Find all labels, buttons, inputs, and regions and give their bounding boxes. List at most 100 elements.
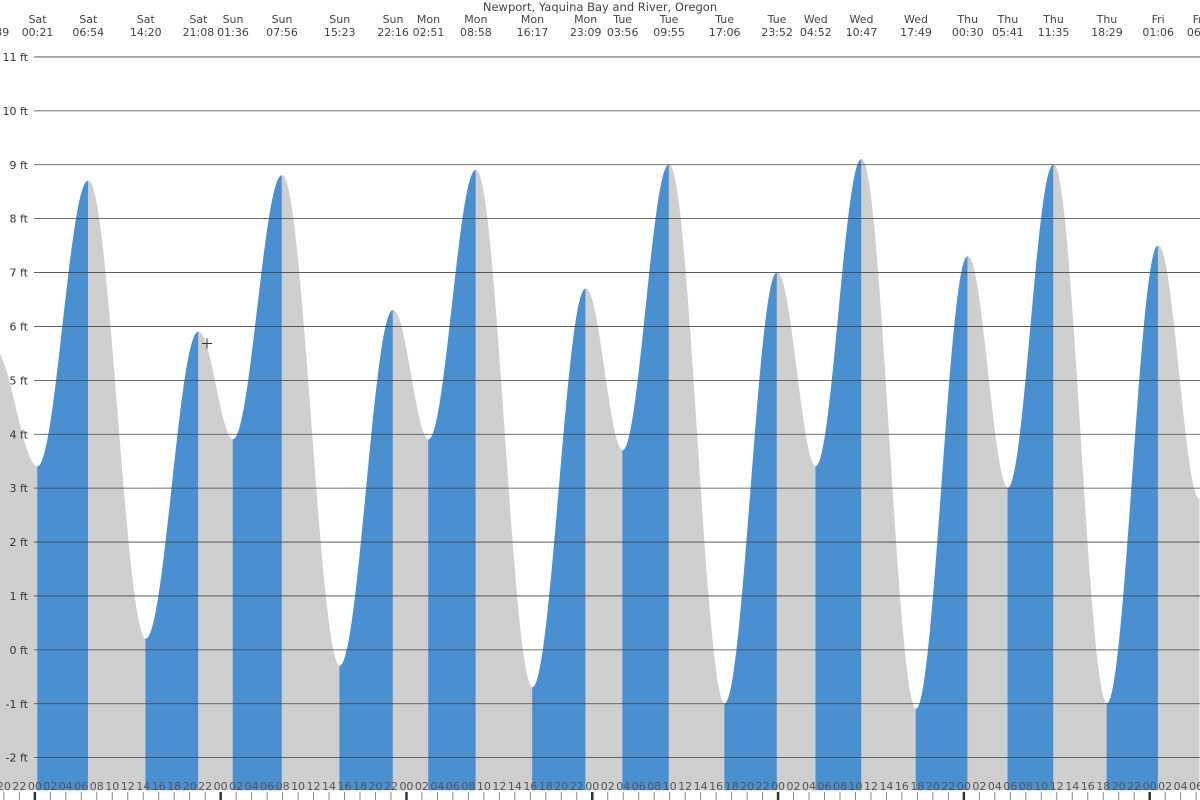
x-tick-label: 16 [152,780,166,793]
x-tick-label: 02 [43,780,57,793]
tide-event-day: Thu [1096,13,1118,26]
tide-event-time: 00:21 [22,26,54,39]
tide-event-time: 23:09 [570,26,602,39]
x-tick-label: 00 [1143,780,1157,793]
x-tick-label: 04 [1174,780,1188,793]
x-tick-label: 02 [415,780,429,793]
falling-tide-segment [585,288,623,791]
x-tick-label: 16 [523,780,537,793]
x-tick-label: 16 [895,780,909,793]
y-tick-label: 3 ft [10,482,29,495]
crosshair-cursor-icon [202,338,212,349]
x-tick-label: 06 [1003,780,1017,793]
tide-event-day: Sat [137,13,156,26]
falling-tide-segment [861,158,917,791]
x-tick-label: 14 [322,780,336,793]
x-tick-label: 08 [647,780,661,793]
rising-tide-segment [915,255,969,791]
falling-tide-segment [198,331,234,791]
x-tick-label: 06 [1189,780,1200,793]
y-tick-label: 1 ft [10,590,29,603]
tide-event-day: Sun [383,13,404,26]
falling-tide-segment [475,169,533,791]
y-tick-label: 2 ft [10,536,29,549]
y-tick-label: 7 ft [10,267,29,280]
rising-tide-segment [232,175,283,791]
x-tick-label: 04 [802,780,816,793]
rising-tide-segment [815,158,862,791]
tide-event-time: 15:23 [324,26,356,39]
rising-tide-segment [724,272,778,791]
y-tick-label: 4 ft [10,428,29,441]
tide-event-day: Wed [850,13,874,26]
x-tick-label: 22 [570,780,584,793]
tide-event-day: Thu [997,13,1019,26]
x-tick-label: 18 [167,780,181,793]
x-tick-label: 00 [957,780,971,793]
tide-event-time: 17:06 [709,26,741,39]
x-tick-label: 16 [338,780,352,793]
gridlines [34,56,1200,759]
tide-event-time: 11:35 [1038,26,1070,39]
y-tick-label: 10 ft [3,105,29,118]
x-tick-label: 02 [1158,780,1172,793]
rising-tide-segment [339,309,394,791]
y-axis-ticks: 11 ft 10 ft 9 ft 8 ft 7 ft 6 ft 5 ft 4 ft 3 ft 2 … [3,51,29,765]
x-tick-label: 14 [508,780,522,793]
tide-event-time: 22:16 [377,26,409,39]
x-tick-label: 02 [601,780,615,793]
falling-tide-segment [0,353,38,791]
x-tick-label: 12 [1050,780,1064,793]
rising-tide-segment [428,169,477,791]
tide-event-time: 08:58 [460,26,492,39]
tide-event-day: Sun [223,13,244,26]
x-tick-label: 00 [28,780,42,793]
x-tick-label: 08 [90,780,104,793]
x-tick-label: 14 [136,780,150,793]
x-tick-label: 20 [368,780,382,793]
x-tick-label: 10 [1034,780,1048,793]
x-tick-label: 12 [864,780,878,793]
x-tick-label: 04 [988,780,1002,793]
tide-event-day: Thu [956,13,978,26]
x-tick-label: 16 [709,780,723,793]
falling-tide-segment [1053,164,1108,791]
tide-event-day: Wed [804,13,828,26]
x-tick-label: 04 [430,780,444,793]
rising-tide-segment [1106,245,1159,791]
tide-event-day: Sat [29,13,48,26]
tide-area-fills [0,158,1200,791]
x-tick-label: 20 [554,780,568,793]
chart-title: Newport, Yaquina Bay and River, Oregon [483,0,717,14]
tide-event-time: 16:17 [517,26,549,39]
tide-event-day: Tue [767,13,787,26]
rising-tide-segment [1007,164,1054,791]
x-tick-label: 14 [879,780,893,793]
tide-event-time: 03:56 [607,26,639,39]
tide-event-time: 18:39 [0,26,9,39]
x-tick-label: 20 [1112,780,1126,793]
y-tick-label: 0 ft [10,644,29,657]
y-tick-label: 11 ft [3,51,29,64]
y-tick-label: 6 ft [10,320,29,333]
tide-event-time: 01:36 [217,26,249,39]
rising-tide-segment [532,288,586,791]
x-tick-label: 10 [105,780,119,793]
x-tick-label: 02 [229,780,243,793]
tide-event-day: Mon [521,13,544,26]
x-tick-label: 22 [756,780,770,793]
x-tick-label: 08 [461,780,475,793]
falling-tide-segment [392,309,429,791]
tide-event-label: Fri18:39 [0,26,9,39]
tide-event-day: Tue [659,13,679,26]
rising-tide-segment [145,331,199,791]
